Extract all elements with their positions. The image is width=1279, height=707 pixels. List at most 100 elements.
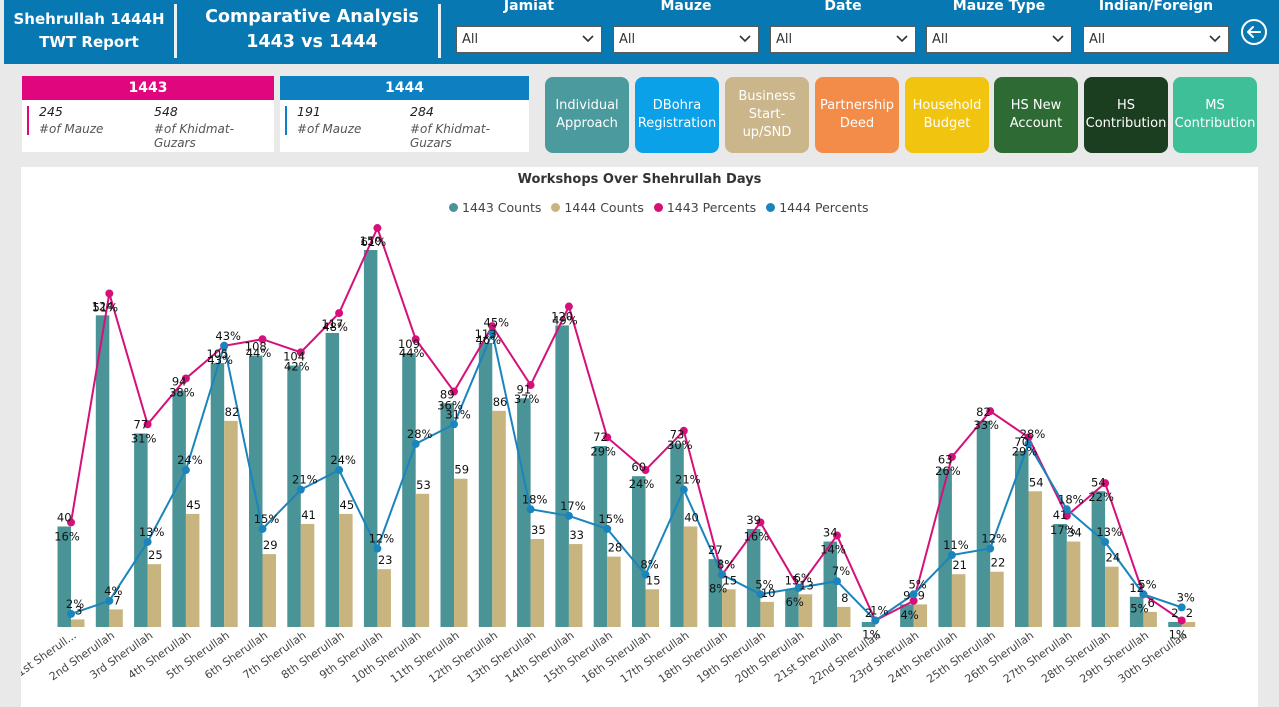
label-1443-percent: 36% xyxy=(437,399,463,413)
label-1444-count: 9 xyxy=(918,588,925,602)
bar-1443-count xyxy=(440,403,454,627)
legend-item[interactable]: 1444 Counts xyxy=(551,200,644,215)
workshops-chart-panel: 40 3 16% 2% 124 7 51% 4% 77 25 31% 13% 94 45 38% 24% 105… xyxy=(21,167,1258,707)
legend-item[interactable]: 1444 Percents xyxy=(766,200,869,215)
bar-1443-count xyxy=(1129,596,1144,627)
filter-jamiat: Jamiat All xyxy=(456,0,602,53)
label-1443-count: 120 xyxy=(551,309,573,323)
filter-label: Mauze xyxy=(660,0,712,14)
chevron-down-icon xyxy=(739,35,751,43)
legend-dot xyxy=(449,203,458,212)
back-arrow-icon[interactable] xyxy=(1240,18,1268,46)
jamiat-dropdown[interactable]: All xyxy=(456,26,602,53)
bar-1443-count xyxy=(900,604,914,627)
label-1443-percent: 42% xyxy=(284,359,310,373)
mauze-type-dropdown[interactable]: All xyxy=(926,26,1072,53)
label-1443-count: 109 xyxy=(398,337,420,351)
label-1444-percent: 18% xyxy=(1058,492,1084,506)
label-1444-count: 82 xyxy=(225,405,240,419)
tile-dbohra-registration[interactable]: DBohra Registration xyxy=(635,77,719,153)
kpi-khidmat-label: #of Khidmat-Guzars xyxy=(154,122,234,150)
kpi-accent-bar xyxy=(27,106,29,135)
date-dropdown[interactable]: All xyxy=(770,26,916,53)
report-header: Shehrullah 1444H TWT Report Comparative … xyxy=(4,0,1279,64)
legend-label: 1443 Percents xyxy=(666,200,757,215)
label-1444-percent: 24% xyxy=(330,453,356,467)
report-title-line2: TWT Report xyxy=(39,33,139,51)
label-1444-percent: 21% xyxy=(675,473,701,487)
label-1443-count: 117 xyxy=(321,317,343,331)
kpi-mauze-value: 191 xyxy=(297,104,321,119)
tile-individual-approach[interactable]: Individual Approach xyxy=(545,77,629,153)
tile-hs-contribution[interactable]: HS Contribution xyxy=(1084,77,1168,153)
tile-business-startup[interactable]: Business Start-up/SND xyxy=(725,77,809,153)
label-1443-count: 27 xyxy=(708,543,723,557)
tile-label: HS New Account xyxy=(1009,98,1063,131)
label-1444-count: 3 xyxy=(75,603,82,617)
label-1443-percent: 16% xyxy=(744,529,770,543)
bar-1444-count xyxy=(339,513,353,627)
bar-1443-count xyxy=(402,353,416,627)
label-1444-percent: 43% xyxy=(215,329,241,343)
label-1443-percent: 5% xyxy=(1130,601,1148,615)
bar-1443-count xyxy=(593,446,608,627)
percent-1443-point xyxy=(833,531,841,540)
label-1443-percent: 61% xyxy=(361,235,387,249)
percent-1443-point xyxy=(1024,433,1033,442)
bar-1444-count xyxy=(454,478,468,627)
bar-1444-count xyxy=(683,526,698,627)
bar-1444-count xyxy=(530,539,545,627)
header-divider xyxy=(438,4,441,58)
percent-1444-point xyxy=(718,570,727,579)
percent-1443-point xyxy=(641,466,650,475)
label-1443-percent: 24% xyxy=(629,477,655,491)
label-1443-count: 105 xyxy=(206,347,228,361)
label-1444-percent: 13% xyxy=(139,525,165,539)
bar-1444-count xyxy=(645,589,659,627)
percent-1444-point xyxy=(564,511,573,520)
kpi-year: 1444 xyxy=(280,76,529,100)
bar-1444-count xyxy=(568,544,583,627)
percent-1443-point xyxy=(909,596,918,605)
tile-hs-new-account[interactable]: HS New Account xyxy=(994,77,1078,153)
bar-1443-count xyxy=(210,363,225,627)
label-1444-count: 45 xyxy=(340,498,355,512)
kpi-accent-bar xyxy=(285,106,287,135)
label-1443-count: 2 xyxy=(865,606,872,620)
label-1444-count: 22 xyxy=(991,556,1006,570)
percent-1443-point xyxy=(756,518,765,527)
label-1444-count: 86 xyxy=(493,395,508,409)
label-1443-percent: 37% xyxy=(514,392,540,406)
bar-1443-count xyxy=(325,332,340,627)
indian-foreign-dropdown[interactable]: All xyxy=(1083,26,1229,53)
tile-partnership-deed[interactable]: Partnership Deed xyxy=(815,77,899,153)
bar-1443-count xyxy=(670,443,684,627)
label-1444-count: 53 xyxy=(416,478,431,492)
label-1444-count: 8 xyxy=(841,591,848,605)
percent-1444-point xyxy=(909,590,918,599)
analysis-title-line1: Comparative Analysis xyxy=(205,7,419,27)
chevron-down-icon xyxy=(582,35,594,43)
legend-item[interactable]: 1443 Percents xyxy=(653,200,757,215)
tile-label: DBohra Registration xyxy=(637,98,717,131)
label-1444-percent: 11% xyxy=(943,538,969,552)
legend-label: 1443 Counts xyxy=(462,200,542,215)
bar-1444-count xyxy=(492,410,506,627)
percent-1444-point xyxy=(411,439,420,448)
tile-household-budget[interactable]: Household Budget xyxy=(905,77,989,153)
analysis-title: Comparative Analysis 1443 vs 1444 xyxy=(184,5,440,55)
kpi-mauze-label: #of Mauze xyxy=(39,122,104,136)
bar-1443-count xyxy=(95,315,110,627)
mauze-dropdown[interactable]: All xyxy=(613,26,759,53)
label-1443-count: 9 xyxy=(903,588,910,602)
label-1444-count: 33 xyxy=(569,528,584,542)
filter-mauze: Mauze All xyxy=(613,0,759,53)
dropdown-value: All xyxy=(932,32,949,47)
label-1444-count: 29 xyxy=(263,538,278,552)
bar-1444-count xyxy=(262,554,276,627)
filter-mauze-type: Mauze Type All xyxy=(926,0,1072,53)
legend-item[interactable]: 1443 Counts xyxy=(449,200,541,215)
percent-1444-point xyxy=(67,609,75,618)
label-1443-count: 77 xyxy=(134,417,149,431)
tile-ms-contribution[interactable]: MS Contribution xyxy=(1173,77,1257,153)
